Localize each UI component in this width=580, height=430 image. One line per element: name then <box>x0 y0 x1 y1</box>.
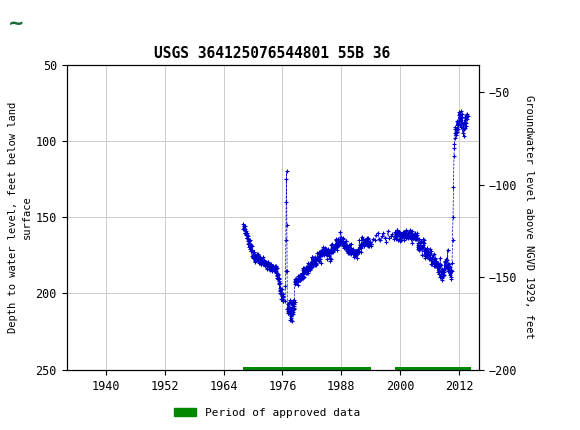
Title: USGS 364125076544801 55B 36: USGS 364125076544801 55B 36 <box>154 46 391 61</box>
Y-axis label: Depth to water level, feet below land
surface: Depth to water level, feet below land su… <box>8 101 31 333</box>
Y-axis label: Groundwater level above NGVD 1929, feet: Groundwater level above NGVD 1929, feet <box>524 95 534 339</box>
Text: ~: ~ <box>8 14 24 33</box>
Legend: Period of approved data: Period of approved data <box>169 403 364 422</box>
Bar <box>5 5 40 40</box>
Text: USGS: USGS <box>44 14 104 33</box>
